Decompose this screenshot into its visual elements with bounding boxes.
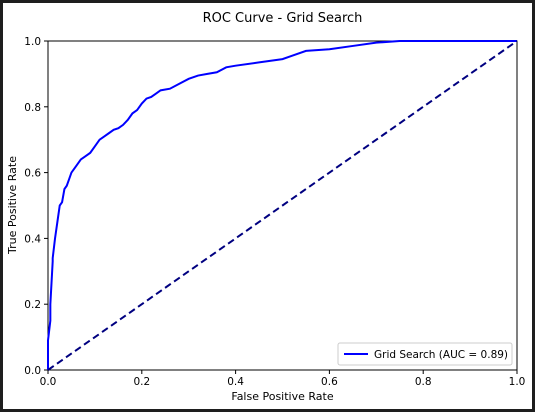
- x-axis-label: False Positive Rate: [231, 390, 333, 403]
- legend-box: [337, 342, 513, 366]
- y-axis-label: True Positive Rate: [6, 156, 19, 255]
- series-layer: [47, 40, 518, 371]
- x-tick-label: 0.4: [227, 376, 244, 388]
- figure-canvas: ROC Curve - Grid Search 0.0 0.2 0.4 0.6 0.8 1…: [3, 3, 532, 409]
- y-tick-label: 0.0: [24, 365, 41, 377]
- plot-area-frame: [47, 40, 518, 371]
- x-tick-label: 0.8: [415, 376, 432, 388]
- chance-diagonal-line: [47, 40, 518, 371]
- x-tick-label: 1.0: [509, 376, 526, 388]
- y-axis-ticks: 0.0 0.2 0.4 0.6 0.8 1.0: [24, 36, 48, 377]
- roc-curve-line: [47, 40, 517, 370]
- x-tick-label: 0.2: [133, 376, 150, 388]
- y-tick-label: 0.4: [24, 233, 41, 245]
- roc-chart: ROC Curve - Grid Search 0.0 0.2 0.4 0.6 0.8 1…: [6, 11, 526, 403]
- y-tick-label: 0.8: [24, 102, 41, 114]
- x-axis-ticks: 0.0 0.2 0.4 0.6 0.8 1.0: [40, 370, 526, 388]
- chart-title: ROC Curve - Grid Search: [203, 11, 363, 26]
- y-tick-label: 0.2: [24, 299, 41, 311]
- x-tick-label: 0.0: [40, 376, 57, 388]
- y-tick-label: 1.0: [24, 36, 41, 48]
- legend-label: Grid Search (AUC = 0.89): [374, 349, 508, 361]
- y-tick-label: 0.6: [24, 168, 41, 180]
- x-tick-label: 0.6: [321, 376, 338, 388]
- legend: Grid Search (AUC = 0.89): [337, 342, 513, 366]
